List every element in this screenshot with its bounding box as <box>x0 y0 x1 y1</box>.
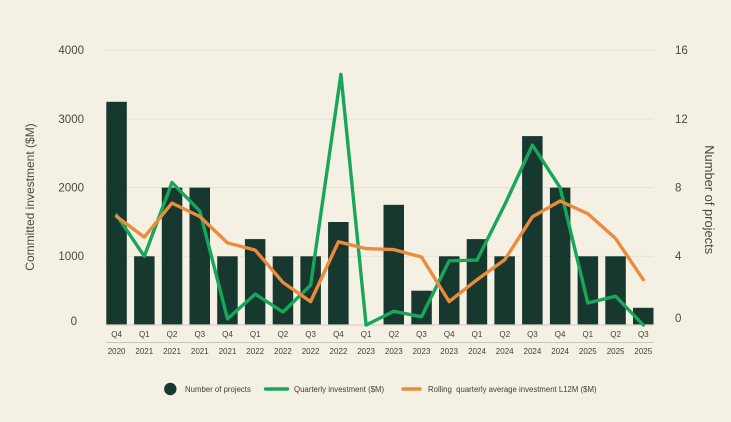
svg-text:Q4: Q4 <box>111 330 122 339</box>
svg-text:4000: 4000 <box>58 45 84 57</box>
svg-text:2022: 2022 <box>330 347 348 356</box>
svg-text:1000: 1000 <box>58 251 84 263</box>
svg-text:3000: 3000 <box>58 114 84 126</box>
svg-text:2023: 2023 <box>440 347 458 356</box>
svg-text:Committed investment ($M): Committed investment ($M) <box>23 123 37 270</box>
svg-text:Q1: Q1 <box>250 330 261 339</box>
svg-text:Q2: Q2 <box>499 330 510 339</box>
svg-text:Q1: Q1 <box>472 330 483 339</box>
svg-text:2021: 2021 <box>191 347 209 356</box>
svg-text:2020: 2020 <box>108 347 126 356</box>
svg-text:4: 4 <box>675 251 682 263</box>
svg-text:2025: 2025 <box>607 347 625 356</box>
svg-text:Q2: Q2 <box>167 330 178 339</box>
svg-text:0: 0 <box>675 313 681 325</box>
svg-text:2025: 2025 <box>634 347 652 356</box>
svg-text:2022: 2022 <box>246 347 264 356</box>
svg-text:Q2: Q2 <box>278 330 289 339</box>
svg-text:Number of projects: Number of projects <box>702 145 717 254</box>
svg-text:2022: 2022 <box>302 347 320 356</box>
svg-text:Q4: Q4 <box>333 330 344 339</box>
svg-text:Q3: Q3 <box>305 330 316 339</box>
svg-text:2000: 2000 <box>58 183 84 195</box>
svg-text:Q1: Q1 <box>582 330 593 339</box>
svg-text:Q3: Q3 <box>638 330 649 339</box>
svg-text:2024: 2024 <box>468 347 486 356</box>
svg-text:Number of projects: Number of projects <box>185 385 251 394</box>
svg-text:Rolling quarterly average inv: Rolling quarterly average investment L12… <box>428 385 597 394</box>
svg-text:Q2: Q2 <box>388 330 399 339</box>
svg-text:Q1: Q1 <box>139 330 150 339</box>
svg-text:Q3: Q3 <box>194 330 205 339</box>
svg-text:2021: 2021 <box>135 347 153 356</box>
svg-text:2024: 2024 <box>524 347 542 356</box>
svg-text:Q2: Q2 <box>610 330 621 339</box>
svg-text:Q4: Q4 <box>222 330 233 339</box>
svg-text:2024: 2024 <box>496 347 514 356</box>
svg-text:Q1: Q1 <box>361 330 372 339</box>
svg-text:16: 16 <box>675 45 688 57</box>
svg-text:Q4: Q4 <box>444 330 455 339</box>
svg-text:2021: 2021 <box>219 347 237 356</box>
svg-text:2025: 2025 <box>579 347 597 356</box>
svg-text:12: 12 <box>675 114 688 126</box>
svg-text:2023: 2023 <box>413 347 431 356</box>
svg-text:2023: 2023 <box>385 347 403 356</box>
svg-text:2021: 2021 <box>163 347 181 356</box>
svg-text:Q3: Q3 <box>416 330 427 339</box>
svg-text:0: 0 <box>71 316 77 328</box>
svg-text:Q4: Q4 <box>555 330 566 339</box>
svg-text:8: 8 <box>675 183 681 195</box>
svg-text:Q3: Q3 <box>527 330 538 339</box>
svg-text:2024: 2024 <box>551 347 569 356</box>
svg-text:2023: 2023 <box>357 347 375 356</box>
svg-text:Quarterly investment ($M): Quarterly investment ($M) <box>294 385 385 394</box>
svg-text:2022: 2022 <box>274 347 292 356</box>
